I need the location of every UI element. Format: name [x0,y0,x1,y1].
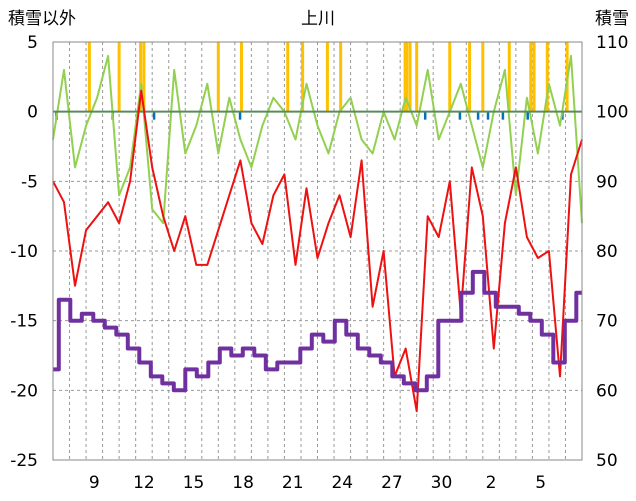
left-tick-label: 0 [27,103,38,123]
right-tick-label: 50 [596,451,618,471]
precipitation-bar [486,111,490,120]
left-tick-label: 5 [27,33,38,53]
sunshine-bar [403,42,407,112]
sunshine-bar [216,42,220,112]
right-tick-label: 60 [596,381,618,401]
precipitation-bar [238,111,242,120]
right-axis-title: 積雪 [595,9,629,29]
x-tick-label: 30 [431,473,453,493]
x-tick-label: 15 [183,473,205,493]
precipitation-bar [423,111,427,120]
sunshine-bar [142,42,146,112]
x-tick-label: 18 [232,473,254,493]
left-tick-label: -20 [10,381,38,401]
x-tick-label: 24 [331,473,353,493]
sunshine-bar [139,42,143,112]
left-tick-label: -5 [21,172,38,192]
snow-depth-line [52,269,582,393]
plot-border [52,41,583,461]
right-tick-label: 90 [596,172,618,192]
left-tick-label: -25 [10,451,38,471]
chart-title: 上川 [301,9,335,29]
sunshine-bar [405,42,409,112]
sunshine-bar [545,42,549,112]
right-tick-label: 80 [596,242,618,262]
x-tick-label: 21 [282,473,304,493]
precipitation-bar [152,111,156,120]
sunshine-bar [408,42,412,112]
x-tick-label: 5 [535,473,546,493]
sunshine-bar [532,42,536,112]
plot-frame [52,41,583,461]
sunshine-bar [87,42,91,112]
x-tick-label: 2 [486,473,497,493]
precipitation-bar [476,111,480,120]
right-tick-label: 100 [596,103,628,123]
temperature-line [52,89,583,413]
sunshine-bar [339,42,343,112]
precipitation-bar [526,111,529,120]
x-tick-label: 27 [381,473,403,493]
left-tick-label: -15 [10,312,38,332]
sunshine-bar [468,42,472,112]
precipitation-bars [55,111,564,120]
precipitation-bar [501,111,505,120]
right-tick-label: 70 [596,312,618,332]
series-lines [52,54,583,413]
sunshine-bar [117,42,121,112]
sunshine-bar [448,42,452,112]
x-tick-label: 9 [89,473,100,493]
sunshine-bar [415,42,419,112]
precipitation-bar [458,111,462,120]
left-tick-label: -10 [10,242,38,262]
sunshine-bar [239,42,243,112]
sunshine-bar [301,42,305,112]
sunshine-bar [481,42,485,112]
grid-lines [53,42,582,460]
sunshine-bar [529,42,533,112]
x-tick-label: 12 [133,473,155,493]
sunshine-bar [325,42,329,112]
sunshine-bar [507,42,511,112]
sunshine-bar [286,42,290,112]
sunshine-bars [87,42,569,112]
left-axis-title: 積雪以外 [8,9,76,29]
right-tick-label: 110 [596,33,628,53]
